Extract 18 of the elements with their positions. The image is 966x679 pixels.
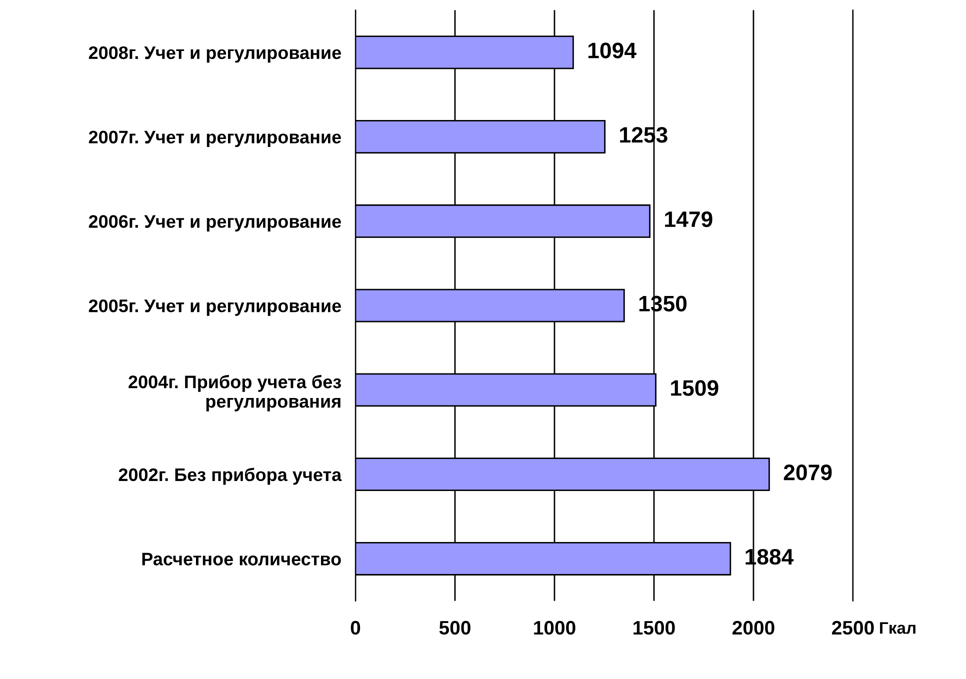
- x-tick-label: 0: [350, 620, 360, 635]
- x-tick-label: 500: [439, 620, 470, 635]
- y-tick-label: 2008г. Учет и регулирование: [88, 46, 341, 63]
- y-tick-label: 2007г. Учет и регулирование: [88, 130, 341, 148]
- y-tick-label: 2006г. Учет и регулирование: [88, 215, 341, 232]
- data-label: 1479: [665, 211, 712, 228]
- x-axis-title: Гкал: [880, 622, 916, 634]
- y-tick-label: 2004г. Прибор учета без регулирования: [128, 374, 342, 412]
- y-tick-label: Расчетное количество: [142, 552, 341, 566]
- x-tick-label: 1000: [534, 620, 576, 635]
- x-tick-label: 1500: [634, 620, 675, 635]
- x-tick-label: 2000: [732, 620, 774, 635]
- y-tick-label: 2005г. Учет и регулирование: [88, 299, 341, 316]
- data-label: 2079: [784, 464, 832, 480]
- y-tick-label: 2002г. Без прибора учета: [118, 468, 342, 485]
- data-label: 1509: [671, 380, 718, 396]
- data-label: 1094: [588, 42, 636, 58]
- x-tick-label: 2500: [832, 620, 874, 635]
